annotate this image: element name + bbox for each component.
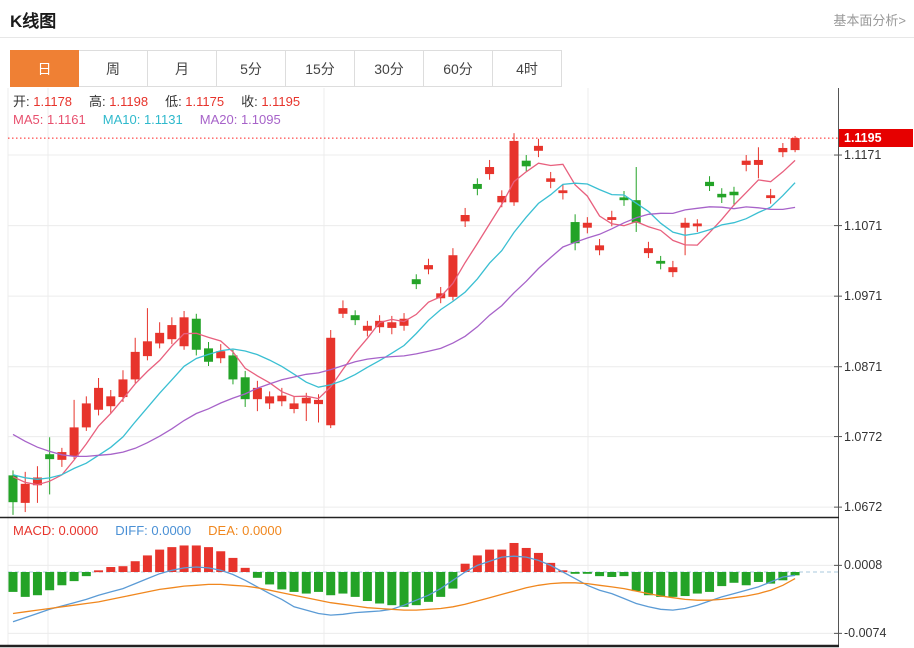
candlestick-layer — [8, 133, 800, 515]
close-readout: 收: 1.1195 — [241, 91, 300, 110]
macd-readout: MACD: 0.0000 DIFF: 0.0000 DEA: 0.0000 — [13, 523, 282, 538]
dea-readout: DEA: 0.0000 — [208, 523, 282, 538]
tab-month[interactable]: 月 — [148, 50, 217, 87]
diff-line — [12, 555, 796, 623]
diff-label: DIFF: — [115, 523, 152, 538]
high-label: 高: — [89, 94, 110, 109]
price-axis-label: 1.0871 — [844, 359, 883, 374]
tab-15min[interactable]: 15分 — [286, 50, 355, 87]
open-value: 1.1178 — [33, 94, 73, 109]
low-label: 低: — [165, 94, 186, 109]
tab-5min[interactable]: 5分 — [217, 50, 286, 87]
macd-label: MACD: — [13, 523, 59, 538]
high-value: 1.1198 — [109, 94, 149, 109]
price-axis-label: 1.0772 — [844, 429, 883, 444]
interval-tabs: 日周月 5分 15分 30分 60分 4时 — [10, 50, 562, 87]
page-title: K线图 — [10, 12, 57, 31]
tab-4hour[interactable]: 4时 — [493, 50, 562, 87]
close-value: 1.1195 — [261, 94, 301, 109]
ma10-value: 1.1131 — [143, 112, 183, 127]
macd-axis-label: -0.0074 — [844, 626, 887, 641]
ma-readout: MA5: 1.1161 MA10: 1.1131 MA20: 1.1095 — [13, 112, 281, 127]
dea-line — [12, 578, 796, 615]
ma20-readout: MA20: 1.1095 — [200, 112, 281, 127]
macd-value: 0.0000 — [58, 523, 99, 538]
open-label: 开: — [13, 94, 34, 109]
ma10-readout: MA10: 1.1131 — [103, 112, 183, 127]
ma10-line — [12, 182, 796, 480]
price-axis-label: 1.1071 — [844, 218, 883, 233]
tab-day[interactable]: 日 — [10, 50, 79, 87]
ma5-label: MA5: — [13, 112, 47, 127]
tab-60min[interactable]: 60分 — [424, 50, 493, 87]
ma10-label: MA10: — [102, 112, 144, 127]
price-axis-label: 1.1171 — [844, 148, 882, 163]
header-divider — [0, 37, 914, 38]
high-readout: 高: 1.1198 — [89, 91, 148, 110]
close-label: 收: — [241, 94, 262, 109]
tab-week[interactable]: 周 — [79, 50, 148, 87]
last-price-tag: 1.1195 — [839, 129, 913, 148]
diff-readout: DIFF: 0.0000 — [115, 523, 191, 538]
open-readout: 开: 1.1178 — [13, 91, 72, 110]
macd-readout: MACD: 0.0000 — [13, 523, 98, 538]
dea-label: DEA: — [208, 523, 243, 538]
diff-value: 0.0000 — [151, 523, 192, 538]
axis-frame — [0, 88, 842, 648]
price-axis-label: 1.0672 — [844, 500, 883, 515]
price-axis-label: 1.0971 — [844, 289, 883, 304]
ma5-value: 1.1161 — [46, 112, 86, 127]
ma20-line — [12, 206, 796, 458]
fundamental-analysis-link[interactable]: 基本面分析> — [833, 13, 906, 28]
ma5-readout: MA5: 1.1161 — [13, 112, 86, 127]
ma5-line — [12, 159, 796, 486]
ma20-label: MA20: — [199, 112, 241, 127]
dea-value: 0.0000 — [242, 523, 282, 538]
ma20-value: 1.1095 — [240, 112, 281, 127]
ohlc-readout: 开: 1.1178 高: 1.1198 低: 1.1175 收: 1.1195 — [13, 91, 300, 110]
tab-30min[interactable]: 30分 — [355, 50, 424, 87]
macd-axis-label: 0.0008 — [844, 558, 883, 573]
low-value: 1.1175 — [185, 94, 225, 109]
macd-histogram — [8, 542, 800, 607]
low-readout: 低: 1.1175 — [165, 91, 224, 110]
